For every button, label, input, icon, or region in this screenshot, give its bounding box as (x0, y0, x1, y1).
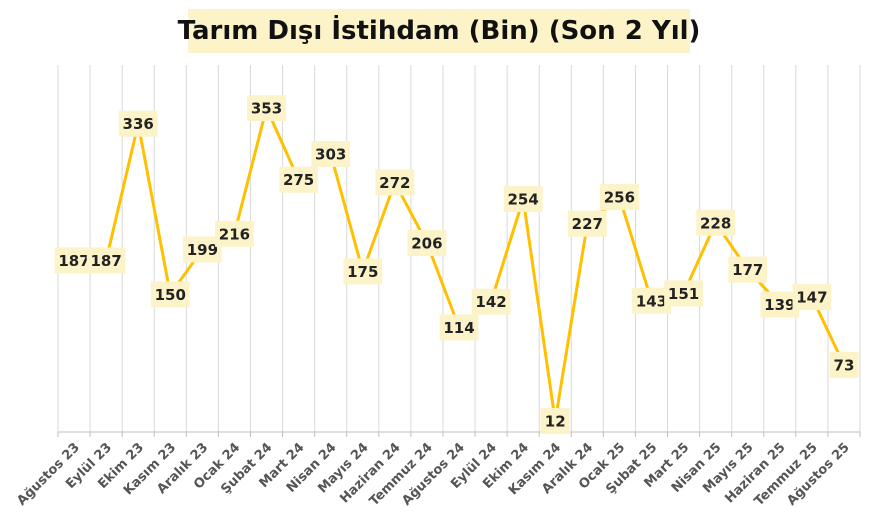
data-label-bg (471, 288, 511, 315)
data-label-text: 199 (187, 241, 218, 259)
data-label-text: 256 (604, 189, 635, 207)
data-label-text: 187 (90, 252, 121, 270)
chart-title: Tarım Dışı İstihdam (Bin) (Son 2 Yıl) (177, 16, 701, 46)
data-label: 206 (407, 229, 447, 256)
data-label: 177 (728, 256, 768, 283)
data-label-text: 175 (347, 263, 378, 281)
data-label-text: 151 (668, 285, 699, 303)
data-label: 114 (439, 314, 479, 341)
data-label-text: 216 (219, 225, 250, 243)
data-label-bg (247, 95, 286, 122)
data-label: 256 (600, 184, 639, 211)
data-label-bg (311, 140, 351, 167)
data-label-bg (439, 314, 479, 341)
data-label-text: 336 (123, 115, 154, 133)
data-label-text: 275 (283, 171, 314, 189)
data-label-bg (600, 184, 639, 211)
data-label-text: 73 (834, 357, 855, 375)
data-label-bg (728, 256, 768, 283)
data-label-text: 206 (411, 234, 442, 252)
data-label-text: 227 (572, 215, 603, 233)
data-label-text: 254 (508, 190, 539, 208)
data-label-bg (150, 281, 190, 308)
data-label-bg (540, 407, 570, 434)
data-label: 175 (343, 258, 383, 285)
data-label-bg (215, 220, 254, 247)
data-label: 187 (54, 247, 94, 274)
data-label: 199 (182, 236, 222, 263)
data-label: 228 (696, 209, 736, 236)
data-label: 275 (279, 166, 318, 193)
data-label: 142 (471, 288, 511, 315)
data-label-bg (829, 352, 859, 379)
data-label-bg (407, 229, 447, 256)
data-label-text: 150 (155, 286, 186, 304)
data-label-text: 143 (636, 292, 667, 310)
data-label: 187 (86, 247, 126, 274)
data-label: 254 (503, 185, 543, 212)
data-label: 147 (792, 284, 832, 311)
data-label-text: 12 (545, 412, 566, 430)
gridlines (57, 65, 861, 432)
x-axis (57, 431, 861, 437)
data-label-bg (503, 185, 543, 212)
data-label-bg (664, 280, 703, 307)
data-label-text: 272 (379, 174, 410, 192)
data-label-text: 114 (443, 319, 474, 337)
data-label: 353 (247, 95, 286, 122)
data-label-text: 177 (732, 261, 763, 279)
data-label-bg (86, 247, 126, 274)
chart-title-box: Tarım Dışı İstihdam (Bin) (Son 2 Yıl) (178, 9, 700, 53)
data-label: 151 (664, 280, 703, 307)
data-label: 150 (150, 281, 190, 308)
data-label-text: 142 (475, 293, 506, 311)
data-label-text: 139 (764, 296, 795, 314)
data-label-text: 147 (796, 289, 827, 307)
data-label: 303 (311, 140, 351, 167)
data-label: 336 (118, 110, 158, 137)
data-label-bg (343, 258, 383, 285)
data-label-text: 353 (251, 100, 282, 118)
data-label-bg (696, 209, 736, 236)
data-label-text: 228 (700, 214, 731, 232)
data-label-bg (567, 210, 607, 237)
data-label-bg (375, 169, 415, 196)
data-label-bg (118, 110, 158, 137)
data-label: 216 (215, 220, 254, 247)
data-label: 272 (375, 169, 415, 196)
data-label-bg (279, 166, 318, 193)
data-label: 73 (829, 352, 859, 379)
data-label-text: 187 (58, 252, 89, 270)
data-labels: 187 1873361501992163532753031752722061141… (54, 95, 859, 434)
data-label-text: 303 (315, 145, 346, 163)
data-label: 227 (567, 210, 607, 237)
data-label: 12 (540, 407, 570, 434)
data-label-bg (792, 284, 832, 311)
